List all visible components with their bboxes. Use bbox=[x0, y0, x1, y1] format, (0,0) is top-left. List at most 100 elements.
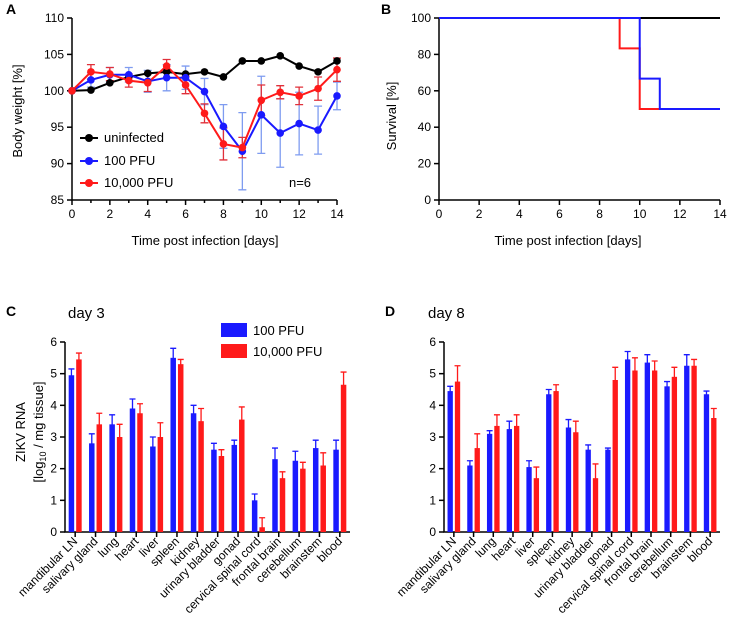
panel-d-bar-10000pfu bbox=[553, 391, 559, 532]
panel-d-bar-100pfu bbox=[664, 386, 670, 532]
panel-d-errorbar-100pfu bbox=[585, 444, 592, 455]
panel-d-bar-10000pfu bbox=[671, 376, 678, 532]
panel-b-ytick-label: 60 bbox=[418, 84, 432, 98]
panel-c-errorbar-100pfu bbox=[149, 436, 156, 456]
panel-c-errorbar-100pfu bbox=[129, 398, 136, 418]
panel-d-errorbar-10000pfu bbox=[612, 366, 619, 393]
panel-c-ytick-label: 6 bbox=[50, 335, 57, 349]
panel-a-point-10000pfu bbox=[257, 96, 266, 105]
panel-d-errorbar-10000pfu bbox=[592, 463, 599, 493]
panel-a-ytick-label: 95 bbox=[51, 120, 65, 134]
panel-c-errorbar-10000pfu bbox=[136, 403, 143, 423]
panel-a-point-10000pfu bbox=[68, 87, 76, 95]
panel-a-point-uninfected bbox=[257, 57, 266, 65]
panel-a-point-100pfu bbox=[333, 92, 341, 100]
panel-a-point-uninfected bbox=[143, 69, 152, 78]
panel-c-label: C bbox=[6, 303, 16, 319]
panel-c-errorbar-10000pfu bbox=[75, 352, 82, 366]
panel-a: A Body weight [%] Time post infection [d… bbox=[6, 1, 344, 248]
panel-d-errorbar-100pfu bbox=[664, 380, 671, 392]
panel-c-bar-100pfu bbox=[150, 446, 156, 532]
panel-c-ytick-label: 0 bbox=[50, 525, 57, 539]
panel-a-ytick-label: 110 bbox=[45, 11, 64, 25]
legend-marker-10000pfu bbox=[85, 179, 93, 187]
panel-c-bar-10000pfu bbox=[177, 364, 184, 532]
panel-c-errorbar-10000pfu bbox=[320, 452, 327, 479]
panel-c-errorbar-10000pfu bbox=[279, 471, 286, 485]
panel-c-bar-100pfu bbox=[170, 357, 176, 532]
panel-c-errorbar-10000pfu bbox=[218, 449, 225, 463]
panel-a-point-10000pfu bbox=[333, 65, 341, 74]
panel-a-label: A bbox=[6, 1, 16, 17]
panel-c-bar-10000pfu bbox=[157, 437, 164, 532]
panel-c-ytick-label: 1 bbox=[50, 493, 57, 507]
panel-a-point-100pfu bbox=[314, 126, 322, 134]
panel-c-bar-10000pfu bbox=[96, 424, 103, 532]
panel-c-bar-100pfu bbox=[129, 408, 136, 532]
panel-d-bar-10000pfu bbox=[691, 365, 697, 532]
panel-d-errorbar-100pfu bbox=[506, 420, 513, 437]
panel-c-errorbar-10000pfu bbox=[198, 407, 205, 434]
panel-b-ytick-label: 40 bbox=[418, 120, 432, 134]
panel-d-errorbar-10000pfu bbox=[493, 414, 500, 437]
panel-b-ytick-label: 100 bbox=[411, 11, 431, 25]
ylabel-post: / mg tissue] bbox=[31, 381, 46, 451]
panel-d-bar-100pfu bbox=[703, 394, 710, 532]
panel-c-bar-100pfu bbox=[272, 459, 278, 532]
panel-b-xtick-label: 12 bbox=[673, 207, 687, 221]
panel-c-errorbar-100pfu bbox=[88, 433, 95, 453]
panel-d-bar-100pfu bbox=[447, 391, 453, 532]
panel-c-errorbar-100pfu bbox=[312, 439, 319, 456]
panel-c-bar-10000pfu bbox=[137, 413, 143, 532]
panel-d-bar-100pfu bbox=[467, 465, 473, 532]
panel-d-errorbar-100pfu bbox=[624, 350, 631, 368]
panel-a-point-100pfu bbox=[219, 122, 228, 131]
panel-d-errorbar-100pfu bbox=[486, 430, 493, 437]
panel-d-ytick-label: 3 bbox=[429, 430, 436, 444]
legend-label-10000pfu: 10,000 PFU bbox=[104, 175, 173, 190]
panel-a-point-10000pfu bbox=[87, 68, 95, 76]
panel-a-point-10000pfu bbox=[314, 84, 322, 93]
panel-d-errorbar-10000pfu bbox=[474, 433, 481, 463]
panel-d-errorbar-100pfu bbox=[604, 447, 611, 452]
panel-c-errorbar-10000pfu bbox=[96, 412, 103, 436]
panel-b-xtick-label: 2 bbox=[476, 207, 483, 221]
panel-d-bar-100pfu bbox=[526, 467, 532, 532]
panel-c-errorbar-10000pfu bbox=[299, 461, 306, 475]
panel-d-bar-10000pfu bbox=[494, 425, 500, 532]
panel-a-point-100pfu bbox=[181, 73, 190, 82]
panel-d-errorbar-100pfu bbox=[703, 390, 710, 398]
panel-b-xtick-label: 0 bbox=[436, 207, 443, 221]
panel-d-ytick-label: 4 bbox=[429, 398, 436, 412]
panel-d-errorbar-10000pfu bbox=[671, 366, 678, 387]
panel-d-errorbar-10000pfu bbox=[691, 358, 698, 373]
panel-a-point-10000pfu bbox=[143, 78, 152, 87]
panel-a-point-uninfected bbox=[200, 68, 209, 76]
panel-c-errorbar-10000pfu bbox=[116, 423, 123, 450]
panel-a-point-uninfected bbox=[314, 68, 322, 76]
panel-a-point-10000pfu bbox=[219, 140, 228, 148]
legend-label-100pfu: 100 PFU bbox=[104, 153, 155, 168]
panel-c-bar-100pfu bbox=[89, 443, 95, 532]
panel-d-bar-10000pfu bbox=[612, 380, 618, 532]
panel-c-bar-10000pfu bbox=[320, 465, 326, 532]
panel-b-xtick-label: 4 bbox=[516, 207, 523, 221]
panel-d-errorbar-100pfu bbox=[565, 418, 572, 436]
panel-c-bar-10000pfu bbox=[340, 384, 347, 532]
panel-d-errorbar-100pfu bbox=[644, 354, 651, 371]
panel-b-step-100pfu bbox=[439, 17, 720, 110]
panel-c-ytick-label: 4 bbox=[50, 398, 57, 412]
panel-c-bar-100pfu bbox=[109, 424, 115, 532]
panel-a-point-10000pfu bbox=[162, 62, 171, 70]
panel-a-point-uninfected bbox=[106, 78, 114, 87]
panel-d-errorbar-10000pfu bbox=[454, 365, 461, 398]
panel-a-point-100pfu bbox=[87, 76, 95, 84]
panel-a-point-10000pfu bbox=[276, 88, 285, 97]
ylabel-sub: 10 bbox=[38, 452, 48, 462]
panel-c-ytick-label: 2 bbox=[50, 462, 57, 476]
panel-d-bar-10000pfu bbox=[632, 370, 638, 532]
panel-d-errorbar-100pfu bbox=[545, 388, 552, 399]
panel-c-title: day 3 bbox=[68, 305, 105, 322]
panel-c-bar-10000pfu bbox=[218, 456, 225, 532]
